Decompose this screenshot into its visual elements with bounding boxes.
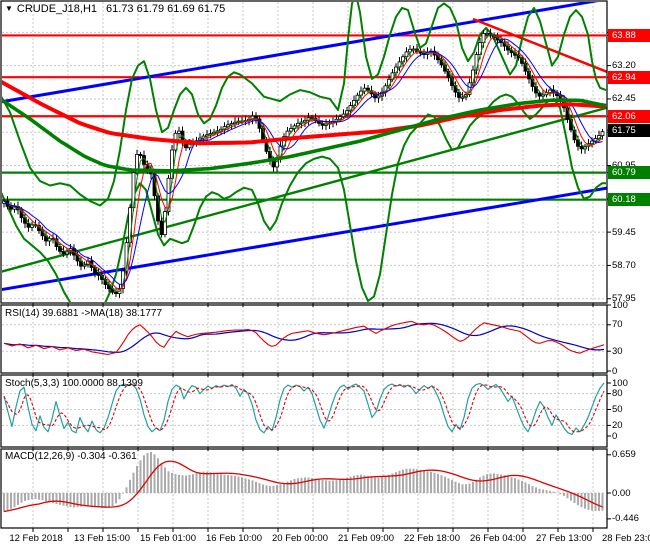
trend-down-red bbox=[472, 17, 607, 73]
macd-histogram bbox=[3, 451, 604, 512]
channel-mid-green bbox=[2, 106, 607, 273]
band-upper-line bbox=[2, 2, 607, 207]
rsi-ma-line bbox=[3, 322, 605, 354]
macd-pane-frame bbox=[0, 448, 608, 529]
stoch-pane bbox=[2, 382, 606, 436]
macd-signal-line bbox=[3, 460, 603, 513]
ma-thick-red bbox=[2, 79, 607, 146]
channel-upper-blue bbox=[2, 2, 599, 104]
rsi-line bbox=[3, 320, 605, 356]
macd-pane bbox=[2, 451, 606, 513]
stoch-pane-frame bbox=[0, 374, 608, 448]
stoch-d-line bbox=[3, 383, 605, 433]
stoch-k-line bbox=[3, 382, 605, 436]
ma-thick-green bbox=[2, 98, 607, 173]
main-price-pane bbox=[2, 2, 607, 302]
band-lower-line bbox=[2, 93, 606, 302]
rsi-pane-frame bbox=[0, 304, 608, 374]
main-pane-frame bbox=[0, 0, 608, 304]
channel-lower-blue bbox=[2, 186, 607, 292]
rsi-pane bbox=[2, 320, 606, 356]
